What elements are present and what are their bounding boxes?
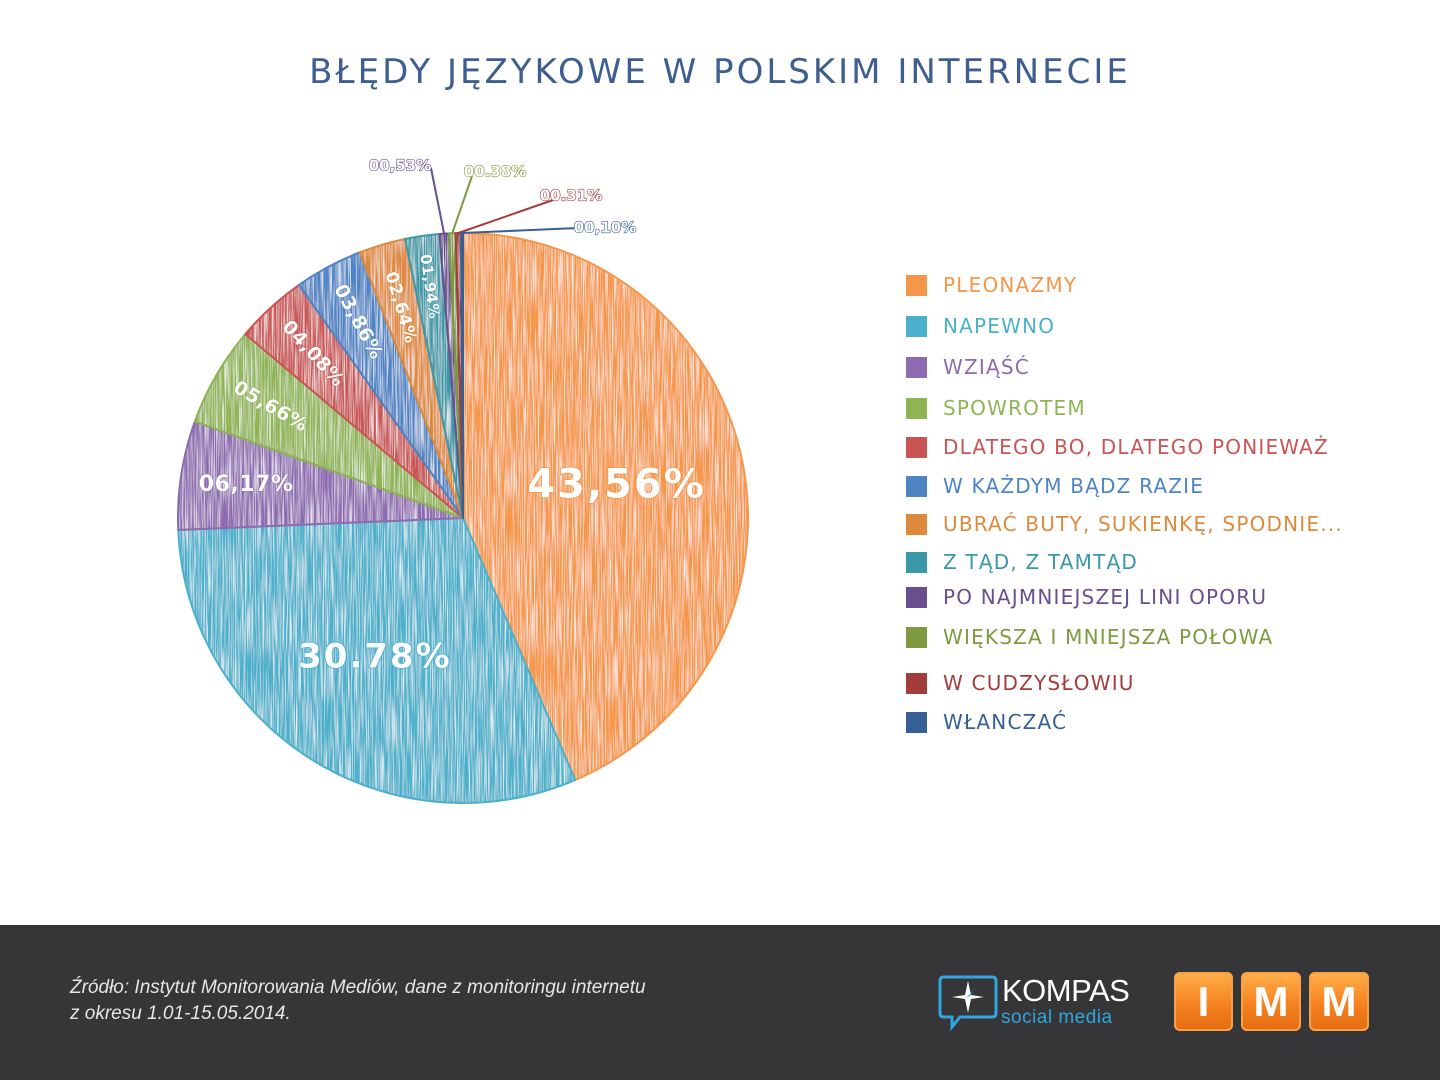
legend-label: W CUDZYSŁOWIU xyxy=(943,671,1135,695)
slice-value-label: 00,53% xyxy=(369,157,431,175)
legend-label: NAPEWNO xyxy=(943,314,1056,338)
legend-item: DLATEGO BO, DLATEGO PONIEWAŻ xyxy=(906,434,1329,460)
leader-line xyxy=(462,227,579,234)
legend-item: Z TĄD, Z TAMTĄD xyxy=(906,549,1138,575)
slice-value-label: 00.38% xyxy=(464,163,526,181)
leader-line xyxy=(451,175,473,234)
footer: Źródło: Instytut Monitorowania Mediów, d… xyxy=(0,925,1440,1080)
legend-item: WŁANCZAĆ xyxy=(906,709,1067,735)
imm-logo: I M M xyxy=(1174,972,1369,1031)
pie-slice xyxy=(194,334,464,518)
pie-slice-outline xyxy=(462,232,749,781)
legend-item: WIĘKSZA I MNIEJSZA POŁOWA xyxy=(906,624,1273,650)
legend-swatch xyxy=(906,436,927,458)
source-line-1: Źródło: Instytut Monitorowania Mediów, d… xyxy=(70,977,646,998)
legend-item: UBRAĆ BUTY, SUKIENKĘ, SPODNIE... xyxy=(906,511,1343,537)
legend-swatch xyxy=(906,315,927,337)
legend-item: W KAŻDYM BĄDZ RAZIE xyxy=(906,473,1204,499)
legend-label: Z TĄD, Z TAMTĄD xyxy=(943,550,1139,574)
legend-swatch xyxy=(906,513,927,535)
legend-swatch xyxy=(906,356,927,378)
slice-value-label: 43,56% xyxy=(527,462,706,508)
pie-slice xyxy=(463,233,748,780)
legend-swatch xyxy=(906,551,927,573)
legend-label: PLEONAZMY xyxy=(943,273,1078,297)
legend-swatch xyxy=(906,475,927,497)
imm-letter-i: I xyxy=(1174,972,1233,1031)
legend-swatch xyxy=(906,626,927,648)
slice-value-label: 00.31% xyxy=(540,187,602,205)
pie-chart: 43,56%30.78%06,17%05,66%04,08%03,86%02,6… xyxy=(177,156,749,804)
legend-label: WZIĄŚĆ xyxy=(943,355,1030,379)
pie-slice xyxy=(298,252,463,519)
legend-item: WZIĄŚĆ xyxy=(906,354,1030,380)
legend-label: WIĘKSZA I MNIEJSZA POŁOWA xyxy=(943,625,1274,649)
legend-swatch xyxy=(906,672,927,694)
compass-bubble-icon xyxy=(938,975,998,1032)
legend-swatch xyxy=(906,397,927,419)
kompas-logo: KOMPAS social media xyxy=(938,969,1138,1035)
legend-item: PLEONAZMY xyxy=(906,272,1077,298)
slice-value-label: 30.78% xyxy=(298,636,452,676)
pie-slice xyxy=(177,421,464,530)
legend-label: WŁANCZAĆ xyxy=(943,710,1068,734)
legend-label: UBRAĆ BUTY, SUKIENKĘ, SPODNIE... xyxy=(943,512,1343,536)
leader-line xyxy=(430,167,446,234)
pie-slice xyxy=(359,238,463,518)
legend-item: NAPEWNO xyxy=(906,313,1055,339)
pie-slice xyxy=(178,518,576,803)
slice-value-label: 00,10% xyxy=(574,219,636,237)
imm-letter-m1: M xyxy=(1241,972,1301,1031)
legend-swatch xyxy=(906,586,927,608)
legend-swatch xyxy=(906,274,927,296)
legend-label: PO NAJMNIEJSZEJ LINI OPORU xyxy=(943,585,1268,609)
kompas-name: KOMPAS xyxy=(1002,973,1130,1008)
legend-swatch xyxy=(906,711,927,733)
legend-item: W CUDZYSŁOWIU xyxy=(906,670,1135,696)
slice-value-label: 06,17% xyxy=(199,472,294,497)
legend-label: SPOWROTEM xyxy=(943,396,1086,420)
source-note: Źródło: Instytut Monitorowania Mediów, d… xyxy=(70,975,870,1027)
legend-item: PO NAJMNIEJSZEJ LINI OPORU xyxy=(906,584,1267,610)
pie-slice xyxy=(245,284,463,518)
imm-letter-m2: M xyxy=(1309,972,1369,1031)
legend-label: DLATEGO BO, DLATEGO PONIEWAŻ xyxy=(943,435,1329,459)
leader-line xyxy=(458,198,557,234)
chart-title: BŁĘDY JĘZYKOWE W POLSKIM INTERNECIE xyxy=(309,52,1131,92)
legend-label: W KAŻDYM BĄDZ RAZIE xyxy=(943,474,1205,498)
kompas-subtitle: social media xyxy=(1001,1007,1113,1028)
pie-slice-outline xyxy=(177,517,577,804)
legend-item: SPOWROTEM xyxy=(906,395,1086,421)
source-line-2: z okresu 1.01-15.05.2014. xyxy=(70,1003,291,1024)
